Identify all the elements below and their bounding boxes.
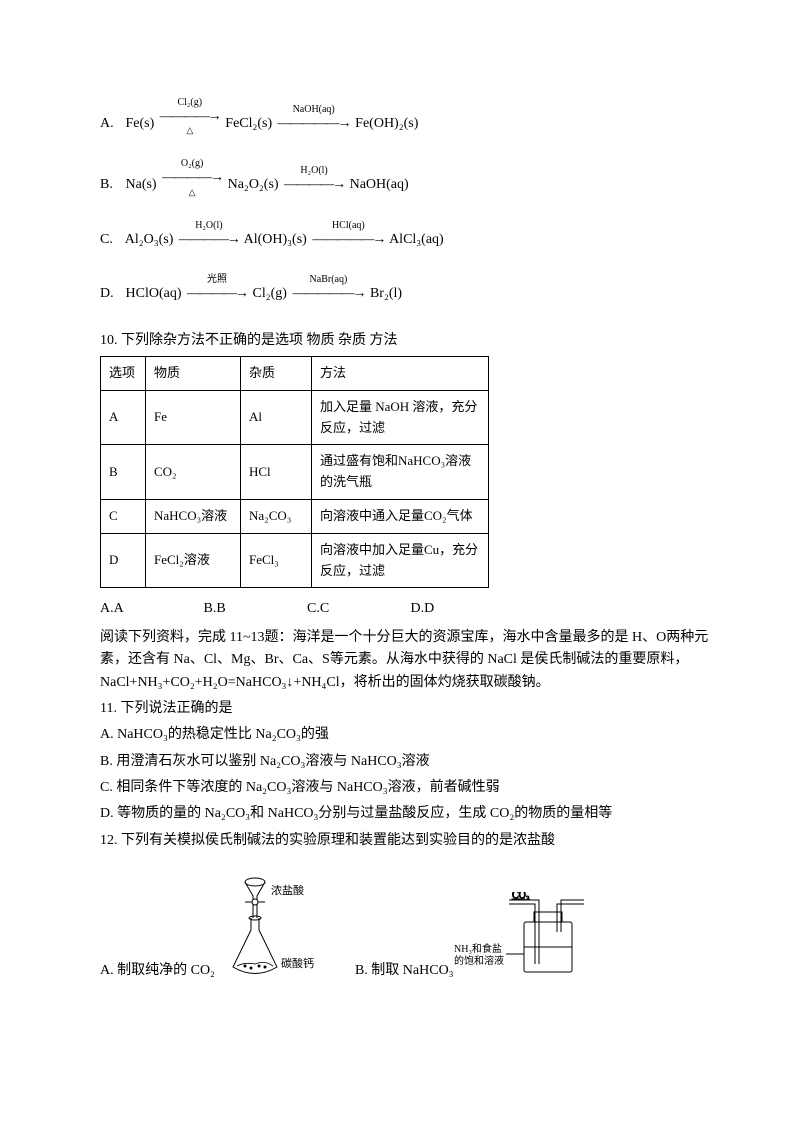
equation-a: A. Fe(s) Cl₂(g) ————→ △ FeCl₂(s) NaOH(aq… — [100, 98, 714, 135]
q10-options: A.A B.B C.C D.D — [100, 598, 714, 620]
arrow: NaOH(aq) —————→ — [278, 105, 350, 135]
eqC-r3: AlCl₃(aq) — [389, 232, 444, 247]
annot: 浓盐酸 — [271, 883, 304, 897]
td: B — [101, 445, 146, 500]
apparatus-a-icon: 浓盐酸 碳酸钙 — [215, 872, 325, 982]
arrow: NaBr(aq) —————→ — [292, 275, 364, 305]
td: 通过盛有饱和NaHCO₃溶液的洗气瓶 — [312, 445, 489, 500]
td: 加入足量 NaOH 溶液，充分反应，过滤 — [312, 390, 489, 445]
eqC-r1: Al₂O₃(s) — [125, 232, 174, 247]
apparatus-b-icon: CO₂ NH₃和食盐 的饱和溶液 — [454, 892, 604, 982]
q10-table: 选项 物质 杂质 方法 A Fe Al 加入足量 NaOH 溶液，充分反应，过滤… — [100, 356, 489, 588]
q11-B: B. 用澄清石灰水可以鉴别 Na₂CO₃溶液与 NaHCO₃溶液 — [100, 751, 714, 773]
svg-text:CO₂: CO₂ — [512, 892, 529, 901]
arrow: 光照 ————→ — [187, 275, 247, 305]
arrow: Cl₂(g) ————→ △ — [160, 98, 220, 135]
arrow: O₂(g) ————→ △ — [162, 159, 222, 196]
arrow: H₂O(l) ————→ — [284, 166, 344, 196]
opt: D.D — [411, 598, 511, 620]
q11-C: C. 相同条件下等浓度的 Na₂CO₃溶液与 NaHCO₃溶液，前者碱性弱 — [100, 777, 714, 799]
td: FeCl₂溶液 — [146, 533, 241, 588]
annot: 碳酸钙 — [281, 956, 314, 970]
eqB-r1: Na(s) — [126, 177, 157, 192]
opt: A.A — [100, 598, 200, 620]
arrow: HCl(aq) —————→ — [312, 221, 384, 251]
q12-figures: A. 制取纯净的 CO₂ 浓盐酸 碳酸钙 B. 制取 NaHCO₃ — [100, 872, 714, 982]
td: HCl — [241, 445, 312, 500]
svg-text:NH₃和食盐: NH₃和食盐 — [454, 942, 502, 955]
td: CO₂ — [146, 445, 241, 500]
td: 向溶液中加入足量Cu，充分反应，过滤 — [312, 533, 489, 588]
th: 杂质 — [241, 356, 312, 390]
q11-A: A. NaHCO₃的热稳定性比 Na₂CO₃的强 — [100, 724, 714, 746]
table-header-row: 选项 物质 杂质 方法 — [101, 356, 489, 390]
eqD-r1: HClO(aq) — [126, 286, 182, 301]
q11-D: D. 等物质的量的 Na₂CO₃和 NaHCO₃分别与过量盐酸反应，生成 CO₂… — [100, 803, 714, 825]
td: Na₂CO₃ — [241, 499, 312, 533]
td: NaHCO₃溶液 — [146, 499, 241, 533]
eqA-r1: Fe(s) — [126, 116, 155, 131]
opt: C.C — [307, 598, 407, 620]
table-row: A Fe Al 加入足量 NaOH 溶液，充分反应，过滤 — [101, 390, 489, 445]
td: C — [101, 499, 146, 533]
td: Al — [241, 390, 312, 445]
eqD-r3: Br₂(l) — [370, 286, 402, 301]
opt-c-label: C. — [100, 229, 122, 251]
eqB-r2: Na₂O₂(s) — [228, 177, 279, 192]
arrow: H₂O(l) ————→ — [179, 221, 239, 251]
q10-title: 10. 下列除杂方法不正确的是选项 物质 杂质 方法 — [100, 330, 714, 352]
q12-figB-label: B. 制取 NaHCO₃ — [355, 960, 454, 982]
equation-c: C. Al₂O₃(s) H₂O(l) ————→ Al(OH)₃(s) HCl(… — [100, 221, 714, 251]
reading-intro: 阅读下列资料，完成 11~13题：海洋是一个十分巨大的资源宝库，海水中含量最多的… — [100, 627, 714, 694]
td: D — [101, 533, 146, 588]
th: 选项 — [101, 356, 146, 390]
table-row: D FeCl₂溶液 FeCl₃ 向溶液中加入足量Cu，充分反应，过滤 — [101, 533, 489, 588]
table-row: B CO₂ HCl 通过盛有饱和NaHCO₃溶液的洗气瓶 — [101, 445, 489, 500]
q12-title: 12. 下列有关模拟侯氏制碱法的实验原理和装置能达到实验目的的是浓盐酸 — [100, 830, 714, 852]
td: A — [101, 390, 146, 445]
td: 向溶液中通入足量CO₂气体 — [312, 499, 489, 533]
opt-b-label: B. — [100, 174, 122, 196]
equation-b: B. Na(s) O₂(g) ————→ △ Na₂O₂(s) H₂O(l) —… — [100, 159, 714, 196]
eqC-r2: Al(OH)₃(s) — [244, 232, 307, 247]
equation-d: D. HClO(aq) 光照 ————→ Cl₂(g) NaBr(aq) ———… — [100, 275, 714, 305]
eqA-r3: Fe(OH)₂(s) — [355, 116, 418, 131]
eqB-r3: NaOH(aq) — [350, 177, 409, 192]
q12-figA-label: A. 制取纯净的 CO₂ — [100, 960, 215, 982]
opt: B.B — [204, 598, 304, 620]
td: Fe — [146, 390, 241, 445]
opt-d-label: D. — [100, 283, 122, 305]
th: 物质 — [146, 356, 241, 390]
svg-text:的饱和溶液: 的饱和溶液 — [454, 954, 504, 967]
eqA-r2: FeCl₂(s) — [225, 116, 272, 131]
table-row: C NaHCO₃溶液 Na₂CO₃ 向溶液中通入足量CO₂气体 — [101, 499, 489, 533]
question-10: 10. 下列除杂方法不正确的是选项 物质 杂质 方法 选项 物质 杂质 方法 A… — [100, 330, 714, 621]
eqD-r2: Cl₂(g) — [253, 286, 287, 301]
q11-title: 11. 下列说法正确的是 — [100, 698, 714, 720]
td: FeCl₃ — [241, 533, 312, 588]
th: 方法 — [312, 356, 489, 390]
opt-a-label: A. — [100, 113, 122, 135]
